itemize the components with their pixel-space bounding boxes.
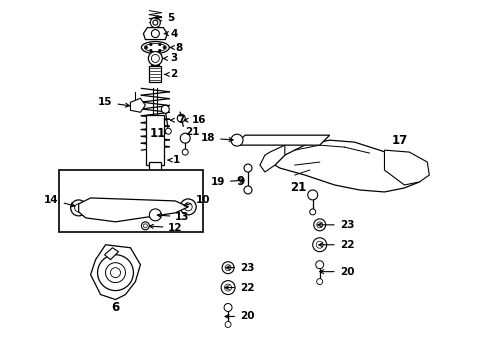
Circle shape (159, 49, 161, 52)
Polygon shape (144, 200, 167, 212)
Polygon shape (260, 145, 285, 172)
Circle shape (148, 51, 162, 66)
Circle shape (145, 46, 147, 49)
Polygon shape (275, 140, 424, 192)
Bar (59, 170, 203, 232)
Circle shape (159, 43, 161, 46)
Circle shape (149, 209, 161, 221)
Circle shape (225, 265, 231, 271)
Circle shape (177, 114, 185, 122)
Text: 22: 22 (225, 283, 254, 293)
Text: 13: 13 (157, 212, 190, 222)
Text: 21: 21 (290, 181, 306, 194)
Circle shape (244, 164, 252, 172)
Text: 22: 22 (319, 240, 354, 250)
Circle shape (180, 133, 190, 143)
Text: 1: 1 (168, 155, 180, 165)
Circle shape (111, 268, 121, 278)
Text: 3: 3 (164, 54, 177, 63)
Circle shape (244, 186, 252, 194)
Circle shape (225, 321, 231, 328)
Text: 18: 18 (200, 133, 233, 143)
Text: 14: 14 (44, 195, 75, 207)
Text: 16: 16 (184, 115, 207, 125)
Polygon shape (140, 190, 171, 200)
Polygon shape (91, 245, 141, 300)
Text: 10: 10 (184, 195, 211, 207)
Circle shape (98, 255, 133, 291)
Text: 12: 12 (149, 223, 183, 233)
Text: 11: 11 (149, 127, 166, 140)
Polygon shape (130, 98, 146, 112)
Circle shape (317, 222, 323, 228)
Text: 20: 20 (225, 311, 254, 321)
Circle shape (182, 149, 188, 155)
Bar (151, 59, 159, 66)
Circle shape (150, 18, 160, 28)
Circle shape (149, 206, 161, 218)
Circle shape (184, 203, 192, 211)
Polygon shape (235, 135, 330, 145)
Circle shape (149, 49, 152, 52)
Circle shape (221, 280, 235, 294)
Text: 15: 15 (98, 97, 129, 107)
Text: 23: 23 (226, 263, 254, 273)
Text: 5: 5 (154, 13, 174, 23)
Circle shape (310, 209, 316, 215)
Circle shape (142, 222, 149, 230)
Polygon shape (144, 28, 167, 40)
Polygon shape (104, 248, 119, 260)
Circle shape (151, 54, 159, 62)
Circle shape (224, 284, 232, 291)
Circle shape (163, 46, 166, 49)
Text: 17: 17 (392, 134, 408, 147)
Bar (149, 162, 161, 190)
Polygon shape (78, 198, 188, 222)
Text: 23: 23 (318, 220, 354, 230)
Circle shape (71, 200, 87, 216)
Circle shape (105, 263, 125, 283)
Circle shape (222, 262, 234, 274)
Circle shape (161, 105, 169, 113)
Text: 9: 9 (236, 175, 244, 189)
Text: 21: 21 (185, 127, 200, 137)
Circle shape (74, 204, 83, 212)
Circle shape (224, 303, 232, 311)
Ellipse shape (145, 44, 166, 51)
Bar (149, 67, 161, 82)
Circle shape (231, 134, 243, 146)
Circle shape (151, 30, 159, 37)
Circle shape (316, 261, 324, 269)
Text: 20: 20 (320, 267, 354, 276)
Circle shape (180, 199, 196, 215)
Polygon shape (385, 150, 429, 185)
Bar (147, 115, 164, 165)
Circle shape (144, 224, 147, 228)
Circle shape (314, 219, 326, 231)
Text: 7: 7 (171, 115, 185, 125)
Circle shape (149, 43, 152, 46)
Text: 8: 8 (170, 42, 182, 53)
Circle shape (165, 128, 172, 134)
Circle shape (308, 190, 318, 200)
Circle shape (313, 238, 327, 252)
Text: 4: 4 (164, 28, 178, 39)
Text: 19: 19 (211, 177, 244, 187)
Text: 6: 6 (111, 301, 120, 314)
Text: 2: 2 (165, 69, 177, 80)
Circle shape (316, 241, 323, 248)
Circle shape (317, 279, 323, 285)
Ellipse shape (142, 41, 169, 54)
Circle shape (153, 20, 158, 25)
